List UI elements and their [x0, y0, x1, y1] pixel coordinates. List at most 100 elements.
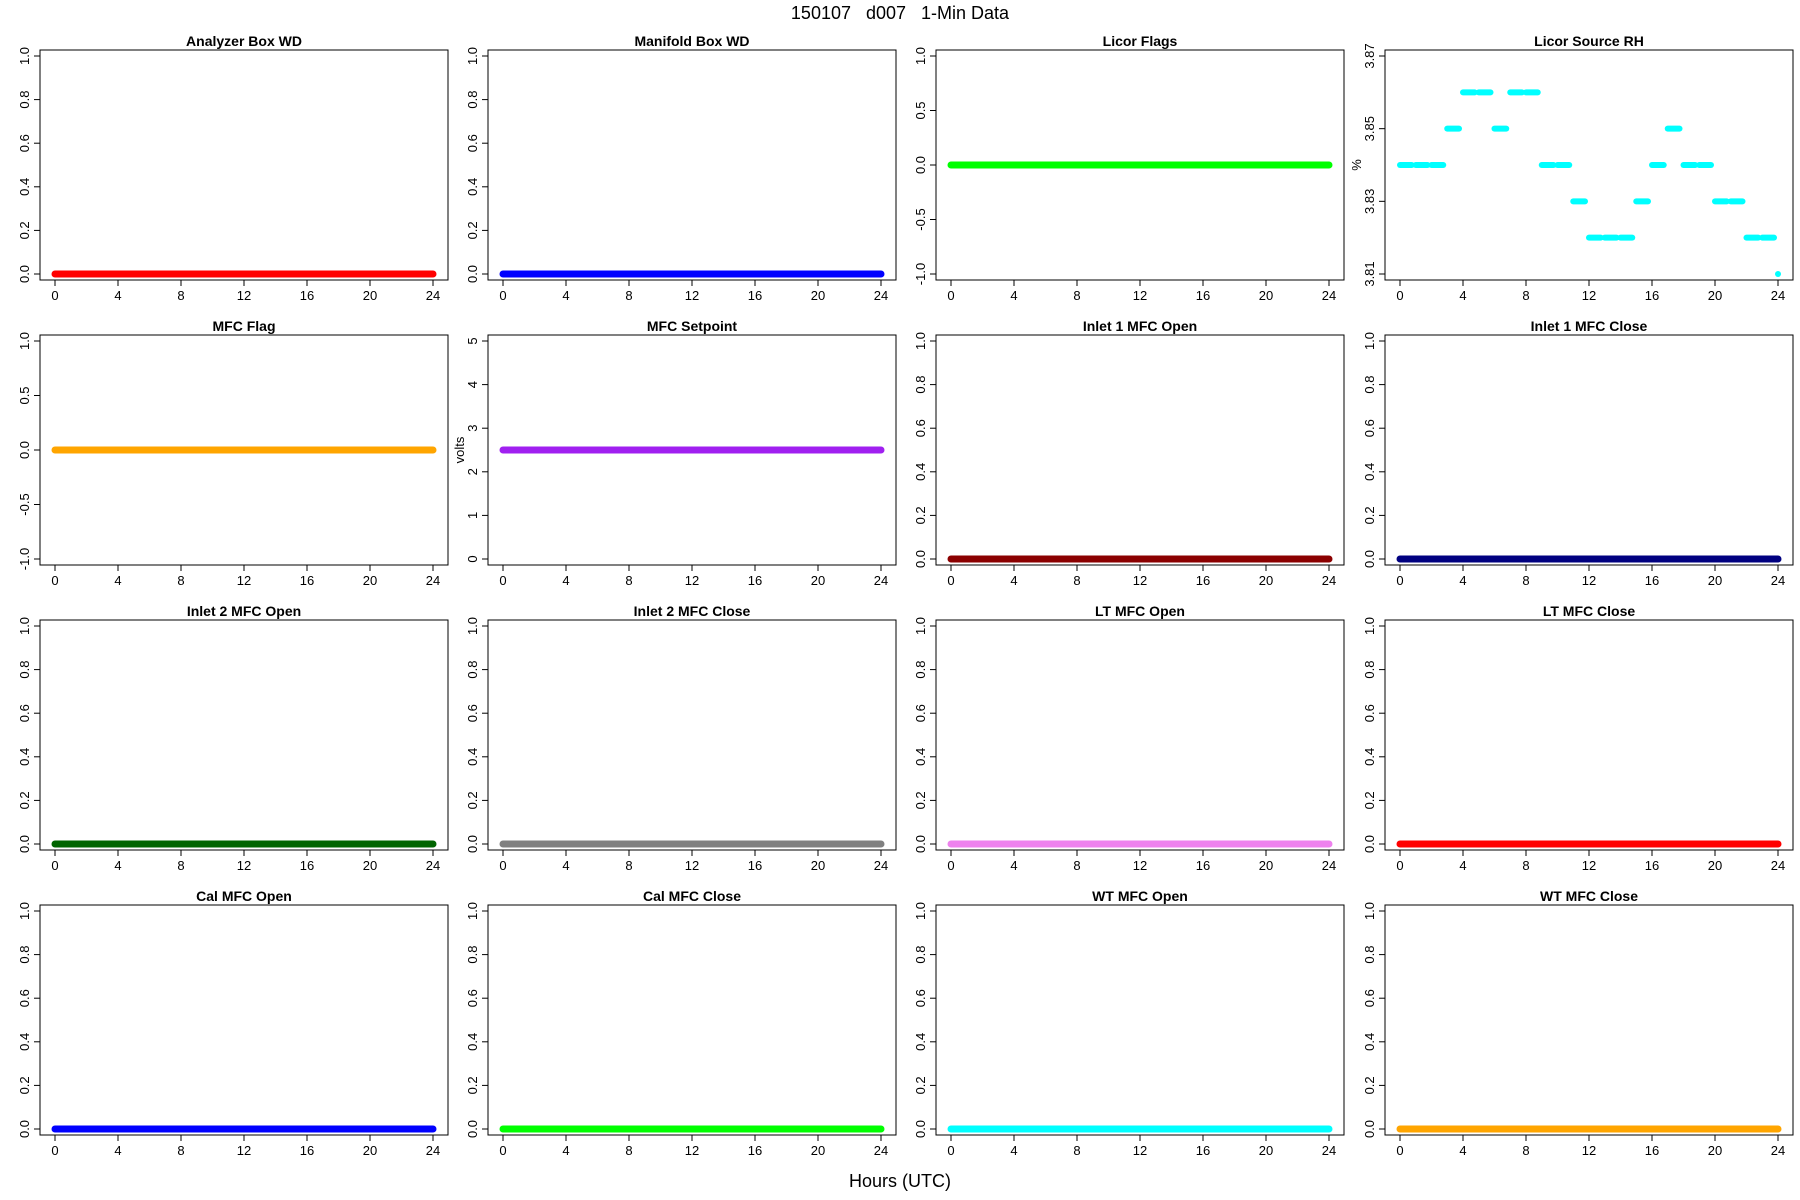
- x-tick-label: 24: [874, 288, 888, 303]
- y-tick-label: 0.2: [17, 1076, 32, 1094]
- y-tick-label: 0.4: [465, 1033, 480, 1051]
- panel-title: Manifold Box WD: [634, 33, 749, 49]
- y-tick-label: 0.0: [913, 835, 928, 853]
- x-tick-label: 12: [237, 858, 251, 873]
- y-tick-label: 3.83: [1362, 189, 1377, 214]
- x-tick-label: 20: [811, 288, 825, 303]
- x-tick-label: 8: [625, 288, 632, 303]
- y-tick-label: 0.0: [1362, 550, 1377, 568]
- x-tick-label: 4: [114, 288, 121, 303]
- x-tick-label: 24: [874, 1143, 888, 1158]
- panel-title: LT MFC Open: [1095, 603, 1185, 619]
- page-title: 150107 d007 1-Min Data: [790, 3, 1010, 23]
- x-tick-label: 20: [811, 573, 825, 588]
- x-tick-label: 12: [237, 573, 251, 588]
- x-tick-label: 12: [685, 288, 699, 303]
- x-tick-label: 20: [811, 1143, 825, 1158]
- y-tick-label: 1.0: [1362, 617, 1377, 635]
- x-tick-label: 4: [1010, 288, 1017, 303]
- x-tick-label: 4: [562, 288, 569, 303]
- y-tick-label: 1.0: [913, 902, 928, 920]
- y-tick-label: 4: [465, 381, 480, 388]
- panel-title: Licor Source RH: [1534, 33, 1644, 49]
- y-tick-label: 0.8: [1362, 376, 1377, 394]
- y-tick-label: 0: [465, 555, 480, 562]
- x-tick-label: 8: [177, 573, 184, 588]
- panel-5: MFC Flag 0 4 8 12 16 20 24 -1.0 -0.5 0.0 0.5 1.0: [17, 318, 449, 588]
- x-tick-label: 8: [1522, 858, 1529, 873]
- x-tick-label: 8: [1073, 858, 1080, 873]
- y-tick-label: 0.4: [1362, 463, 1377, 481]
- y-tick-label: 0.6: [1362, 989, 1377, 1007]
- x-tick-label: 8: [177, 1143, 184, 1158]
- panel-11: LT MFC Open 0 4 8 12 16 20 24 0.0 0.2 0.4 0.6 0.8 1.0: [913, 603, 1345, 873]
- y-tick-label: 0.6: [17, 704, 32, 722]
- panel-title: Cal MFC Close: [643, 888, 741, 904]
- y-tick-label: 1.0: [17, 617, 32, 635]
- y-tick-label: 1.0: [1362, 902, 1377, 920]
- x-tick-label: 0: [51, 1143, 58, 1158]
- x-tick-label: 20: [1259, 1143, 1273, 1158]
- y-tick-label: 0.8: [17, 91, 32, 109]
- y-tick-label: 0.0: [17, 265, 32, 283]
- plot-frame: [487, 904, 897, 1136]
- y-tick-label: 0.4: [465, 748, 480, 766]
- x-tick-label: 4: [114, 858, 121, 873]
- x-tick-label: 16: [748, 573, 762, 588]
- x-tick-label: 20: [811, 858, 825, 873]
- x-tick-label: 4: [562, 573, 569, 588]
- x-tick-label: 8: [177, 858, 184, 873]
- x-tick-label: 4: [1010, 573, 1017, 588]
- x-axis-label: Hours (UTC): [849, 1171, 951, 1191]
- y-tick-label: 0.0: [17, 1120, 32, 1138]
- y-tick-label: 1.0: [465, 617, 480, 635]
- plot-frame: [39, 904, 449, 1136]
- x-tick-label: 20: [363, 288, 377, 303]
- panel-7: Inlet 1 MFC Open 0 4 8 12 16 20 24 0.0 0.2 0.4 0.6 0…: [913, 318, 1345, 588]
- y-tick-label: 0.4: [1362, 1033, 1377, 1051]
- y-tick-label: 0.0: [17, 835, 32, 853]
- plot-frame: [39, 619, 449, 851]
- y-tick-label: 0.6: [465, 134, 480, 152]
- y-tick-label: 0.6: [1362, 704, 1377, 722]
- y-tick-label: 5: [465, 337, 480, 344]
- x-tick-label: 12: [1582, 288, 1596, 303]
- y-tick-label: 1.0: [17, 47, 32, 65]
- y-tick-label: 2: [465, 468, 480, 475]
- y-tick-label: 1.0: [1362, 332, 1377, 350]
- x-tick-label: 16: [748, 288, 762, 303]
- x-tick-label: 20: [1708, 573, 1722, 588]
- x-tick-label: 12: [1133, 288, 1147, 303]
- y-tick-label: 3.81: [1362, 261, 1377, 286]
- panel-16: WT MFC Close 0 4 8 12 16 20 24 0.0 0.2 0.4 0.6 0.8 1.…: [1362, 888, 1794, 1158]
- x-tick-label: 0: [1396, 1143, 1403, 1158]
- x-tick-label: 12: [1582, 1143, 1596, 1158]
- y-tick-label: 0.0: [465, 265, 480, 283]
- x-tick-label: 0: [1396, 288, 1403, 303]
- y-tick-label: 0.4: [17, 178, 32, 196]
- panel-10: Inlet 2 MFC Close 0 4 8 12 16 20 24 0.0 0.2 0.4 0.6…: [465, 603, 897, 873]
- x-tick-label: 20: [1259, 858, 1273, 873]
- y-tick-label: 0.2: [1362, 791, 1377, 809]
- y-tick-label: 0.8: [913, 946, 928, 964]
- x-tick-label: 16: [1645, 573, 1659, 588]
- panel-title: MFC Flag: [213, 318, 276, 334]
- x-tick-label: 20: [1259, 288, 1273, 303]
- x-tick-label: 0: [499, 858, 506, 873]
- x-tick-label: 24: [1771, 1143, 1785, 1158]
- x-tick-label: 16: [1196, 288, 1210, 303]
- x-tick-label: 16: [1196, 1143, 1210, 1158]
- y-tick-label: 0.0: [1362, 835, 1377, 853]
- x-tick-label: 20: [1708, 858, 1722, 873]
- y-tick-label: 0.2: [1362, 1076, 1377, 1094]
- x-tick-label: 0: [947, 573, 954, 588]
- y-tick-label: 1.0: [913, 332, 928, 350]
- x-tick-label: 4: [1010, 1143, 1017, 1158]
- x-tick-label: 8: [625, 1143, 632, 1158]
- plot-frame: [935, 619, 1345, 851]
- plot-frame: [1384, 619, 1794, 851]
- y-tick-label: 0.8: [913, 376, 928, 394]
- x-tick-label: 20: [363, 573, 377, 588]
- panel-15: WT MFC Open 0 4 8 12 16 20 24 0.0 0.2 0.4 0.6 0.8 1.0: [913, 888, 1345, 1158]
